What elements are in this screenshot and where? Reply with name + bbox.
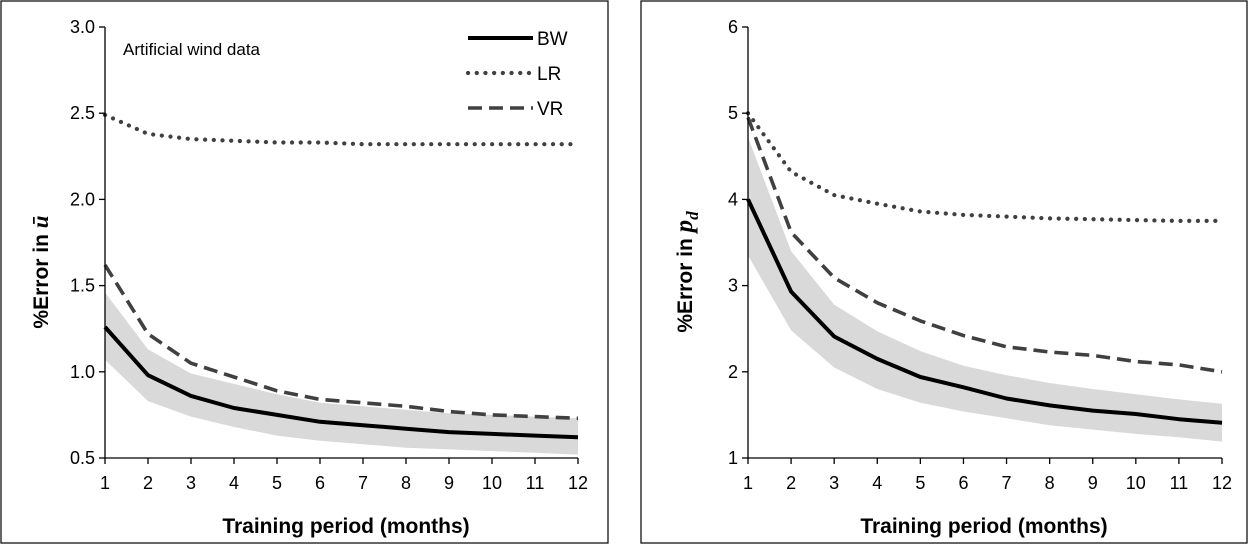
left-chart-series-lr (102, 112, 581, 147)
right-chart-x-tick-label: 7 (1002, 473, 1012, 493)
left-chart-frame (0, 0, 609, 544)
right-chart-y-tick-label: 2 (728, 362, 738, 382)
left-chart-tick-labels: 0.51.01.52.02.53.01 2 3 4 5 6 7 8 9 10 11 12 (70, 17, 588, 493)
left-chart-series-vr (103, 263, 579, 421)
right-chart-x-tick-label: 11 (1170, 473, 1189, 493)
right-chart-y-tick-label: 1 (728, 448, 738, 468)
right-chart-x-tick-label: 4 (872, 473, 882, 493)
left-chart-x-tick-label: 5 (272, 473, 282, 493)
right-chart-y-tick-label: 3 (728, 276, 738, 296)
right-chart-x-tick-label: 8 (1045, 473, 1055, 493)
left-chart-x-tick-label: 7 (358, 473, 368, 493)
left-chart-axes (99, 26, 579, 464)
right-chart-x-tick-label: 2 (786, 473, 796, 493)
left-chart-y-tick-label: 1.0 (70, 362, 95, 382)
right-chart-x-tick-label: 12 (1212, 473, 1232, 493)
right-chart-band-area (748, 137, 1222, 442)
right-chart-x-tick-label: 9 (1088, 473, 1098, 493)
right-chart-series-vr (746, 116, 1223, 374)
right-chart-x-tick-label: 6 (958, 473, 968, 493)
left-chart-x-axis-label: Training period (months) (222, 515, 469, 538)
right-chart-y-axis-subscript: d (683, 211, 702, 220)
right-chart-y-axis-label: %Error in pd (671, 211, 702, 333)
left-chart-x-tick-label: 2 (143, 473, 153, 493)
right-chart-series-lr (745, 111, 1225, 223)
right-chart-x-tick-label: 5 (915, 473, 925, 493)
left-chart-x-tick-label: 9 (444, 473, 454, 493)
right-chart-x-tick-label: 3 (829, 473, 839, 493)
left-chart-y-tick-label: 1.5 (70, 276, 95, 296)
left-chart-y-axis-symbol: ū (28, 215, 53, 228)
right-chart-confidence-band (748, 137, 1222, 442)
left-chart-x-tick-label: 1 (100, 473, 110, 493)
legend-label-bw: BW (537, 29, 568, 50)
left-chart-series-bw (103, 325, 579, 440)
right-chart-x-axis-label: Training period (months) (860, 515, 1107, 538)
right-chart-axes (742, 26, 1223, 464)
right-chart-y-tick-label: 4 (728, 189, 738, 209)
legend-label-lr: LR (537, 64, 561, 85)
right-chart-frame (640, 0, 1248, 544)
left-chart-annotation: Artificial wind data (123, 40, 261, 59)
right-chart-series-bw (746, 198, 1223, 425)
right-chart-series (745, 111, 1225, 425)
left-chart-y-tick-label: 3.0 (70, 17, 95, 37)
right-chart-x-tick-label: 1 (743, 473, 753, 493)
left-chart-x-tick-label: 10 (482, 473, 502, 493)
left-chart-x-tick-label: 3 (186, 473, 196, 493)
right-chart-y-axis-symbol: p (671, 220, 698, 235)
left-chart-x-tick-label: 4 (229, 473, 239, 493)
right-chart-x-tick-label: 10 (1126, 473, 1146, 493)
left-chart-series (102, 112, 581, 440)
left-chart-y-axis-label: %Error in ū (28, 215, 53, 328)
right-chart-y-tick-label: 5 (728, 103, 738, 123)
left-chart-x-tick-label: 6 (315, 473, 325, 493)
right-chart-y-tick-label: 6 (728, 17, 738, 37)
left-chart-y-tick-label: 2.5 (70, 103, 95, 123)
right-chart-y-axis-label-prefix: %Error in (674, 232, 697, 332)
left-chart-y-tick-label: 0.5 (70, 448, 95, 468)
left-chart-legend: BW LR VR (465, 29, 568, 120)
left-chart-x-tick-label: 12 (568, 473, 588, 493)
left-chart-panel: 0.51.01.52.02.53.01 2 3 4 5 6 7 8 9 10 11 12 Artifi… (0, 0, 609, 544)
left-chart-y-axis-label-prefix: %Error in (30, 228, 53, 328)
left-chart-x-tick-label: 8 (401, 473, 411, 493)
legend-label-vr: VR (537, 99, 563, 120)
left-chart-x-tick-label: 11 (526, 473, 545, 493)
left-chart-y-tick-label: 2.0 (70, 189, 95, 209)
